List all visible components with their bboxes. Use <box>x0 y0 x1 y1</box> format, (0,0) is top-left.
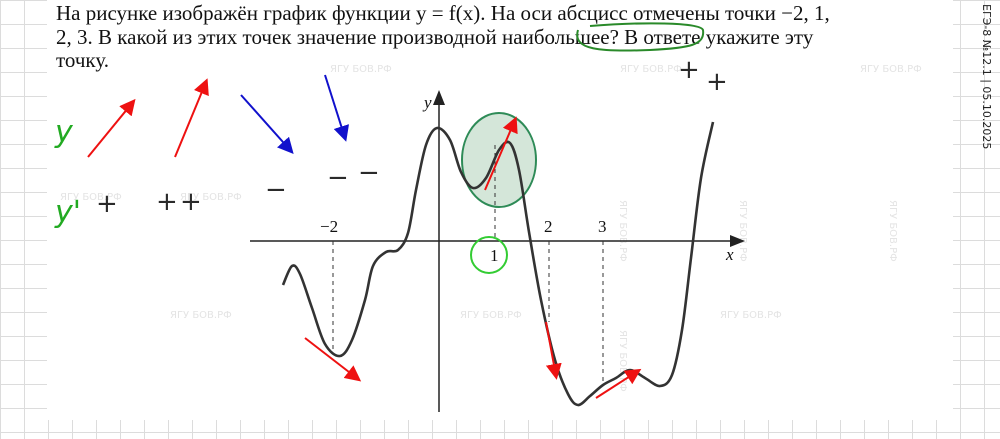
watermark: ЯГУ БОВ.РФ <box>860 64 922 75</box>
watermark: ЯГУ БОВ.РФ <box>887 200 898 262</box>
answer-circle <box>470 236 508 274</box>
watermark: ЯГУ БОВ.РФ <box>617 200 628 262</box>
red-arrows <box>87 78 642 399</box>
problem-text: На рисунке изображён график функции y = … <box>56 1 956 73</box>
function-curve <box>281 121 715 407</box>
watermark: ЯГУ БОВ.РФ <box>617 330 628 392</box>
tick-label: 2 <box>544 217 553 236</box>
sheet <box>47 0 953 420</box>
watermark: ЯГУ БОВ.РФ <box>460 310 522 321</box>
plus-sign: + <box>96 189 118 219</box>
problem-line: точку. <box>56 48 109 72</box>
x-label: x <box>725 245 734 264</box>
plus-sign: + <box>180 187 202 217</box>
minus-sign: − <box>327 163 349 193</box>
tick-label: 1 <box>490 246 499 265</box>
problem-line: На рисунке изображён график функции y = … <box>56 1 830 25</box>
plus-sign: + <box>678 55 700 85</box>
watermark: ЯГУ БОВ.РФ <box>180 192 242 203</box>
tick-label: 3 <box>598 217 607 236</box>
problem-line: 2, 3. В какой из этих точек значение про… <box>56 24 814 49</box>
watermark: ЯГУ БОВ.РФ <box>60 192 122 203</box>
y-label: y <box>422 93 432 112</box>
plus-sign: + <box>706 67 728 97</box>
minus-sign: − <box>265 175 287 205</box>
hand-y: y <box>54 115 74 150</box>
underline-mark <box>576 22 705 52</box>
watermark: ЯГУ БОВ.РФ <box>620 64 682 75</box>
blue-arrows <box>240 74 349 154</box>
tick-label: −2 <box>320 217 338 236</box>
watermark: ЯГУ БОВ.РФ <box>720 310 782 321</box>
minus-sign: − <box>358 158 380 188</box>
hand-y-prime: y' <box>54 195 81 230</box>
watermark: ЯГУ БОВ.РФ <box>737 200 748 262</box>
watermark: ЯГУ БОВ.РФ <box>170 310 232 321</box>
watermark: ЯГУ БОВ.РФ <box>330 64 392 75</box>
highlight-ellipse <box>461 112 537 208</box>
plus-sign: + <box>156 187 178 217</box>
